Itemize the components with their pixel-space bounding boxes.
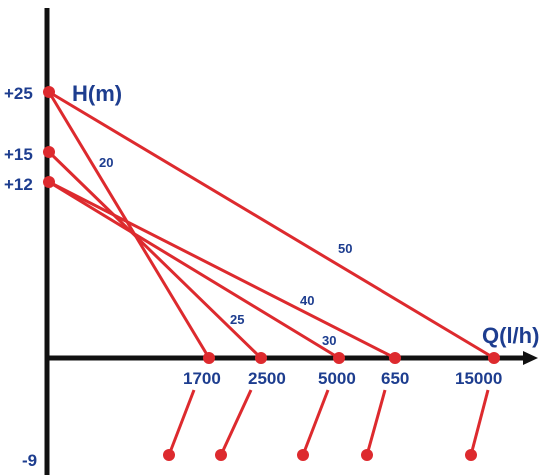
line-50 xyxy=(48,90,495,360)
line-label-50: 50 xyxy=(338,241,352,256)
x-tick-label-2500: 2500 xyxy=(248,369,286,388)
point-bottom-3 xyxy=(297,449,309,461)
drop-line-1700 xyxy=(167,389,196,456)
x-axis-arrow xyxy=(523,351,538,365)
drop-line-2500 xyxy=(219,389,253,456)
drop-line-15000 xyxy=(469,389,490,456)
line-40 xyxy=(48,180,396,360)
x-tick-label-1700: 1700 xyxy=(183,369,221,388)
point-bottom-4 xyxy=(361,449,373,461)
point-x-2500 xyxy=(255,352,267,364)
point-x-5000 xyxy=(333,352,345,364)
x-tick-label-5000: 5000 xyxy=(318,369,356,388)
point-bottom-2 xyxy=(215,449,227,461)
y-tick-label-25: +25 xyxy=(4,84,33,103)
x-tick-label-15000: 15000 xyxy=(455,369,502,388)
point-y-15 xyxy=(43,146,55,158)
x-axis-title: Q(l/h) xyxy=(482,323,539,348)
line-30 xyxy=(48,180,340,360)
y-tick-label-neg9: -9 xyxy=(22,451,37,470)
point-bottom-5 xyxy=(465,449,477,461)
drop-line-650 xyxy=(365,389,387,456)
y-tick-label-12: +12 xyxy=(4,175,33,194)
point-bottom-1 xyxy=(163,449,175,461)
line-25 xyxy=(47,150,263,360)
line-20 xyxy=(47,91,211,359)
point-y-12 xyxy=(43,176,55,188)
drop-line-5000 xyxy=(301,389,330,456)
point-x-1700 xyxy=(203,352,215,364)
point-x-15000 xyxy=(488,352,500,364)
y-axis-title: H(m) xyxy=(72,81,122,106)
line-label-40: 40 xyxy=(300,293,314,308)
line-label-20: 20 xyxy=(99,155,113,170)
x-tick-label-650: 650 xyxy=(381,369,409,388)
line-label-25: 25 xyxy=(230,312,244,327)
line-label-30: 30 xyxy=(322,333,336,348)
point-x-650 xyxy=(389,352,401,364)
y-tick-label-15: +15 xyxy=(4,145,33,164)
point-y-25 xyxy=(43,86,55,98)
